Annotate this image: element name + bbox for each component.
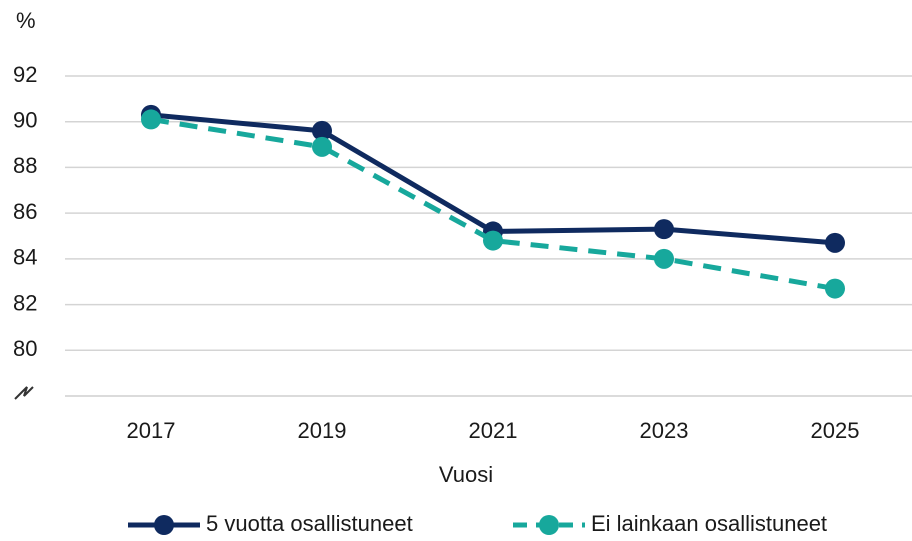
data-point	[825, 232, 845, 253]
data-point	[312, 120, 332, 141]
data-point	[654, 219, 674, 240]
x-tick-label: 2017	[127, 418, 176, 443]
legend-marker	[539, 515, 559, 535]
y-tick-label: 84	[13, 245, 37, 270]
y-tick-label: 92	[13, 62, 37, 87]
data-point	[141, 109, 161, 130]
axis-break	[14, 386, 34, 400]
x-tick-label: 2019	[298, 418, 347, 443]
y-tick-label: 88	[13, 153, 37, 178]
data-point	[654, 248, 674, 269]
y-tick-label: 80	[13, 336, 37, 361]
x-tick-label: 2025	[811, 418, 860, 443]
x-tick-label: 2023	[640, 418, 689, 443]
data-point	[825, 278, 845, 299]
y-axis-label: %	[16, 8, 36, 33]
legend-label: Ei lainkaan osallistuneet	[591, 511, 827, 536]
series-line	[150, 116, 836, 292]
x-tick-label: 2021	[469, 418, 518, 443]
y-tick-label: 90	[13, 108, 37, 133]
y-tick-label: 82	[13, 290, 37, 315]
data-point	[483, 230, 503, 251]
legend-label: 5 vuotta osallistuneet	[206, 511, 413, 536]
y-tick-label: 86	[13, 199, 37, 224]
legend-marker	[154, 515, 174, 535]
x-axis-label: Vuosi	[439, 462, 493, 487]
data-point	[312, 136, 332, 157]
